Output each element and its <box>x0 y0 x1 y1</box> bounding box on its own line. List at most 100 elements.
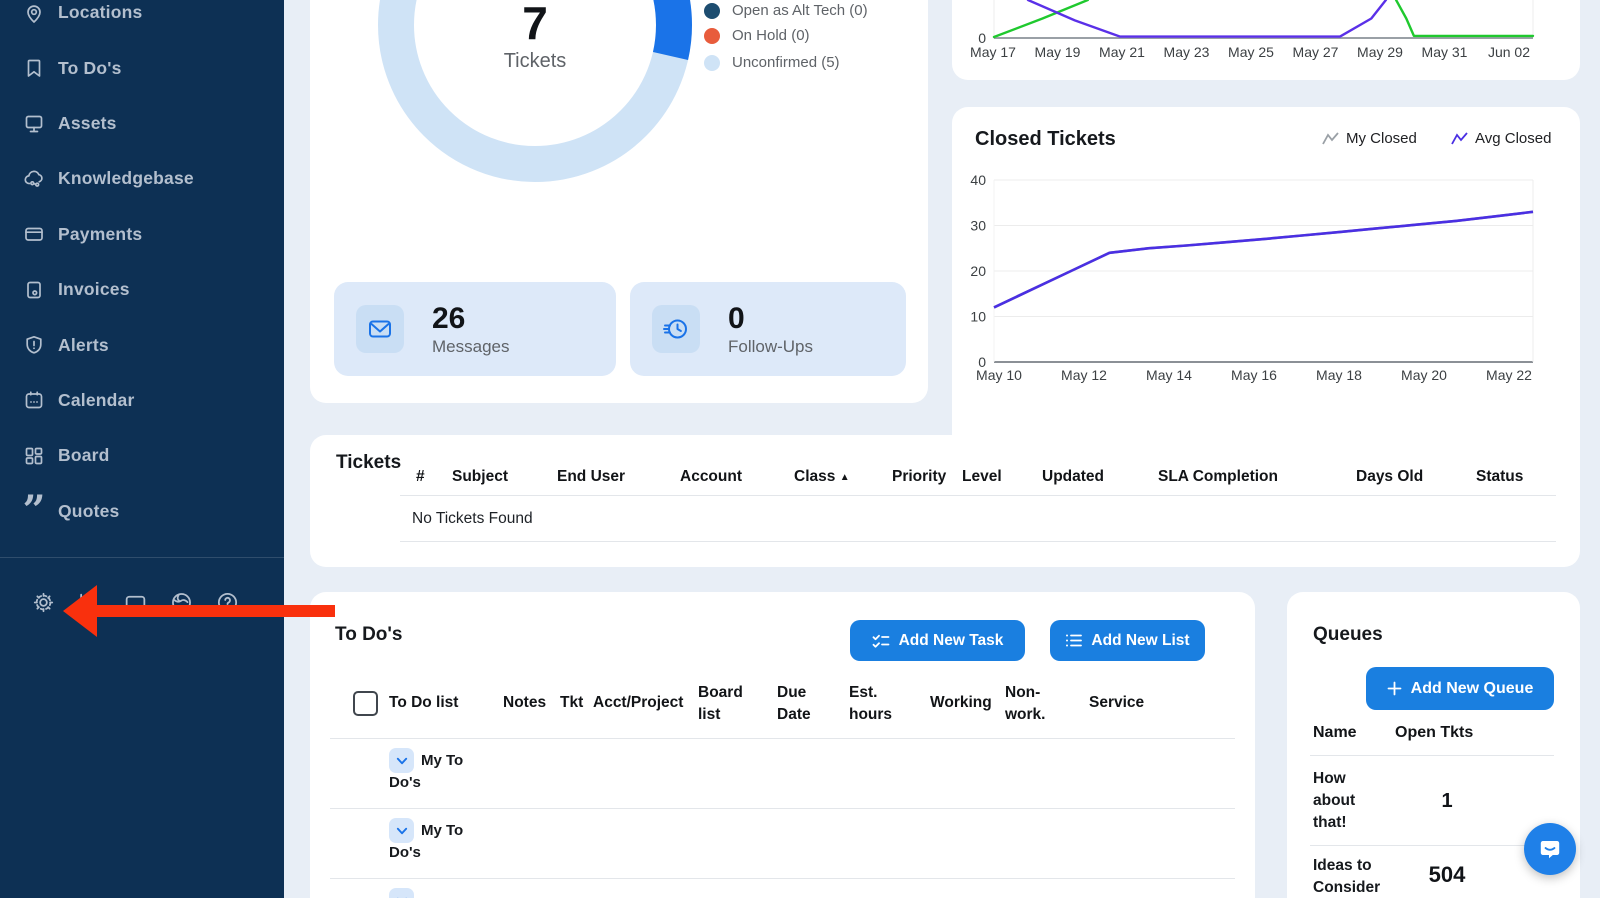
col-sla[interactable]: SLA Completion <box>1158 468 1278 485</box>
col-days-old[interactable]: Days Old <box>1356 468 1424 485</box>
sidebar-item-label: Payments <box>58 223 143 244</box>
queue-name-line[interactable]: Ideas to <box>1313 857 1372 874</box>
sidebar-item-calendar[interactable]: Calendar <box>0 373 284 428</box>
row-divider <box>1310 845 1554 846</box>
expand-row-button[interactable] <box>389 818 414 843</box>
gear-icon[interactable] <box>30 589 56 615</box>
col-subject[interactable]: Subject <box>452 468 508 485</box>
expand-row-button[interactable] <box>389 748 414 773</box>
svg-text:May 25: May 25 <box>1228 44 1274 60</box>
legend-item: On Hold (0) <box>704 27 810 44</box>
sidebar-item-label: To Do's <box>58 57 122 78</box>
table-divider <box>400 495 1556 496</box>
invoice-icon <box>22 278 46 302</box>
todo-list-name-line2[interactable]: Do's <box>389 844 421 861</box>
sidebar-item-knowledgebase[interactable]: Knowledgebase <box>0 151 284 206</box>
closed-tickets-chart: 0 10 20 30 40 May 10 May 12 May 14 May 16 May 18 M… <box>970 172 1534 383</box>
legend-my-closed[interactable]: My Closed <box>1322 130 1417 147</box>
expand-row-button[interactable] <box>389 888 414 898</box>
svg-text:40: 40 <box>970 172 986 188</box>
add-new-queue-button[interactable]: Add New Queue <box>1366 667 1554 710</box>
col-class-sorted[interactable]: Class ▲ <box>794 468 850 486</box>
legend-label: On Hold (0) <box>732 27 810 44</box>
sidebar-item-board[interactable]: Board <box>0 428 284 483</box>
sidebar-item-quotes[interactable]: ” Quotes <box>0 484 284 539</box>
todos-title: To Do's <box>335 624 403 645</box>
col-notes[interactable]: Notes <box>503 694 547 711</box>
col-service[interactable]: Service <box>1089 694 1145 711</box>
sidebar-item-label: Locations <box>58 2 143 23</box>
col-non-work[interactable]: Non-work. <box>1005 684 1046 724</box>
sidebar-item-label: Invoices <box>58 279 130 300</box>
sidebar-item-label: Quotes <box>58 500 120 521</box>
queue-open-count: 1 <box>1441 790 1453 812</box>
svg-text:May 19: May 19 <box>1035 44 1081 60</box>
legend-item: Open as Alt Tech (0) <box>704 2 868 19</box>
col-tkt[interactable]: Tkt <box>560 694 584 711</box>
sidebar-item-alerts[interactable]: Alerts <box>0 317 284 372</box>
sidebar: Locations To Do's Assets Knowledgebase <box>0 0 284 898</box>
bookmark-icon <box>22 56 46 80</box>
sidebar-item-label: Alerts <box>58 334 109 355</box>
sort-asc-icon: ▲ <box>839 472 850 483</box>
followups-stat-card[interactable]: 0 Follow-Ups <box>630 282 906 376</box>
quotes-icon: ” <box>22 487 46 535</box>
select-all-checkbox[interactable] <box>353 691 378 716</box>
col-working[interactable]: Working <box>930 694 992 711</box>
todo-list-name-line1[interactable]: My To <box>421 822 464 839</box>
todo-list-name-line2[interactable]: Do's <box>389 774 421 791</box>
col-open-tkts[interactable]: Open Tkts <box>1395 724 1474 741</box>
col-status[interactable]: Status <box>1476 468 1524 485</box>
svg-text:May 14: May 14 <box>1146 367 1192 383</box>
svg-text:10: 10 <box>970 309 986 325</box>
col-end-user[interactable]: End User <box>557 468 626 485</box>
sidebar-item-invoices[interactable]: Invoices <box>0 262 284 317</box>
legend-label: Avg Closed <box>1475 130 1552 147</box>
shield-alert-icon <box>22 333 46 357</box>
add-new-list-button[interactable]: Add New List <box>1050 620 1205 661</box>
col-priority[interactable]: Priority <box>892 468 947 485</box>
todo-list-name-line1[interactable]: My To <box>421 752 464 769</box>
sidebar-item-todos[interactable]: To Do's <box>0 40 284 95</box>
tickets-donut-chart <box>378 0 692 182</box>
queue-name-line[interactable]: How <box>1313 770 1346 787</box>
svg-text:20: 20 <box>970 263 986 279</box>
sidebar-item-assets[interactable]: Assets <box>0 96 284 151</box>
sidebar-item-locations[interactable]: Locations <box>0 0 284 40</box>
queue-name-line[interactable]: that! <box>1313 814 1347 831</box>
calendar-icon <box>22 388 46 412</box>
cloud-icon <box>22 167 46 191</box>
add-new-task-label: Add New Task <box>898 631 1004 649</box>
col-level[interactable]: Level <box>962 468 1002 485</box>
sidebar-item-label: Assets <box>58 112 117 133</box>
donut-total-label: Tickets <box>503 50 567 72</box>
svg-text:Jun 02: Jun 02 <box>1488 44 1530 60</box>
queue-name-line[interactable]: Consider <box>1313 879 1381 896</box>
col-est-hours[interactable]: Est. hours <box>849 684 893 724</box>
col-due-date[interactable]: Due Date <box>777 684 811 724</box>
followups-count: 0 <box>728 301 745 335</box>
col-queue-name[interactable]: Name <box>1313 724 1357 741</box>
monitor-icon <box>22 111 46 135</box>
messages-count: 26 <box>432 301 466 335</box>
chat-launcher-button[interactable] <box>1524 823 1576 875</box>
col-number[interactable]: # <box>416 468 425 485</box>
col-acct-project[interactable]: Acct/Project <box>593 694 684 711</box>
col-account[interactable]: Account <box>680 468 742 485</box>
messages-stat-card[interactable]: 26 Messages <box>334 282 616 376</box>
clock-history-icon <box>652 305 700 353</box>
chevron-down-icon <box>396 827 407 834</box>
queue-name-line[interactable]: about <box>1313 792 1356 809</box>
legend-avg-closed[interactable]: Avg Closed <box>1451 130 1551 147</box>
svg-text:0: 0 <box>978 30 986 46</box>
svg-text:May 22: May 22 <box>1486 367 1532 383</box>
sidebar-item-payments[interactable]: Payments <box>0 207 284 262</box>
col-board-list[interactable]: Board list <box>698 684 743 724</box>
col-updated[interactable]: Updated <box>1042 468 1104 485</box>
col-todo-list[interactable]: To Do list <box>389 694 459 711</box>
row-divider <box>330 738 1235 739</box>
chat-bubble-icon <box>1540 841 1560 859</box>
svg-text:May 12: May 12 <box>1061 367 1107 383</box>
add-new-task-button[interactable]: Add New Task <box>850 620 1025 661</box>
